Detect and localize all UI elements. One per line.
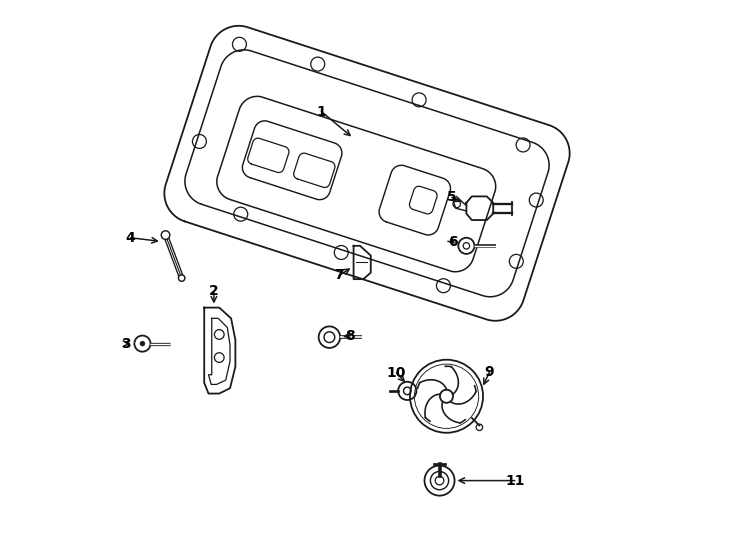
Text: 8: 8: [345, 328, 355, 342]
Text: 10: 10: [387, 366, 406, 380]
Text: 9: 9: [484, 365, 494, 379]
Text: 1: 1: [316, 105, 326, 118]
Text: 4: 4: [126, 231, 136, 245]
Text: 3: 3: [122, 336, 131, 350]
Circle shape: [161, 231, 170, 239]
Circle shape: [178, 275, 185, 281]
Text: 7: 7: [334, 268, 344, 282]
Text: 11: 11: [505, 474, 525, 488]
Circle shape: [139, 341, 145, 346]
Text: 2: 2: [209, 285, 219, 299]
Text: 6: 6: [448, 235, 458, 249]
Text: 5: 5: [447, 191, 457, 205]
